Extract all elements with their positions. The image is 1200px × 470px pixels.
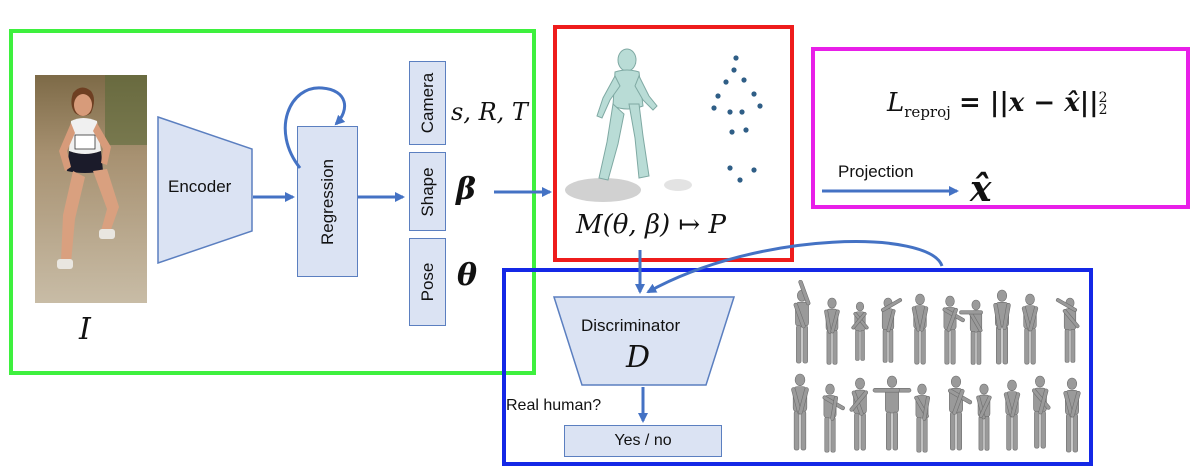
norm-subscript: 2 (1098, 102, 1108, 118)
discriminator-symbol: D (626, 340, 651, 375)
projection-label: Projection (838, 162, 914, 181)
gallery-human-mesh (959, 299, 983, 365)
gallery-human-mesh (947, 375, 973, 451)
camera-symbol: s, R, T (451, 98, 528, 126)
camera-param-box: Camera (409, 61, 446, 145)
yes-no-label: Yes / no (614, 432, 672, 449)
gallery-human-mesh (849, 377, 869, 451)
gallery-human-mesh (976, 383, 992, 451)
gallery-human-mesh (1063, 377, 1081, 453)
loss-symbol: L (887, 88, 905, 118)
reprojection-loss: Lreproj = ||x − x̂|| 2 2 (887, 88, 1108, 121)
keypoints-3d (711, 55, 763, 183)
smpl-formula: M(θ, β) ↦ P (576, 210, 726, 240)
shape-param-box: Shape (409, 152, 446, 231)
discriminator-group-frame (502, 268, 1093, 466)
reprojection-group-frame (811, 47, 1190, 209)
gallery-human-mesh (1003, 379, 1021, 451)
gallery-human-mesh (914, 383, 931, 453)
shape-symbol: β (456, 172, 476, 207)
encoder-group-frame (9, 29, 536, 375)
gallery-human-mesh (793, 280, 811, 364)
gallery-human-mesh (822, 383, 845, 453)
gallery-human-mesh (824, 297, 840, 365)
loss-subscript: reproj (904, 103, 951, 121)
regression-block: Regression (297, 126, 358, 277)
gallery-human-mesh (791, 373, 809, 451)
smpl-group-frame (553, 25, 794, 262)
pose-symbol: θ (457, 258, 478, 293)
gallery-human-mesh (872, 375, 912, 451)
x-hat-symbol: x̂ (970, 168, 992, 210)
real-human-mesh-gallery (791, 280, 1081, 453)
discriminator-label: Discriminator (581, 316, 681, 335)
smpl-mesh-render (565, 48, 692, 202)
real-human-question: Real human? (506, 397, 602, 414)
image-symbol: I (79, 312, 91, 347)
gallery-human-mesh (911, 293, 929, 365)
norm-superscript: 2 (1098, 90, 1108, 106)
input-image (35, 75, 147, 303)
gallery-human-mesh (993, 289, 1011, 365)
arrow-gallery-to-discriminator (646, 240, 944, 294)
encoder-label: Encoder (168, 177, 232, 196)
gallery-human-mesh (851, 301, 869, 361)
gallery-human-mesh (1055, 297, 1080, 363)
gallery-human-mesh (1031, 375, 1051, 449)
discriminator-block (553, 296, 735, 386)
gallery-human-mesh (1021, 293, 1039, 365)
gallery-human-mesh (880, 297, 903, 363)
pose-param-box: Pose (409, 238, 446, 326)
arrow-regression-loop (283, 86, 346, 169)
yes-no-box: Yes / no (564, 425, 722, 457)
encoder-block (157, 116, 253, 264)
loss-rhs: = ||x − x̂|| (959, 88, 1099, 118)
gallery-human-mesh (942, 295, 965, 365)
